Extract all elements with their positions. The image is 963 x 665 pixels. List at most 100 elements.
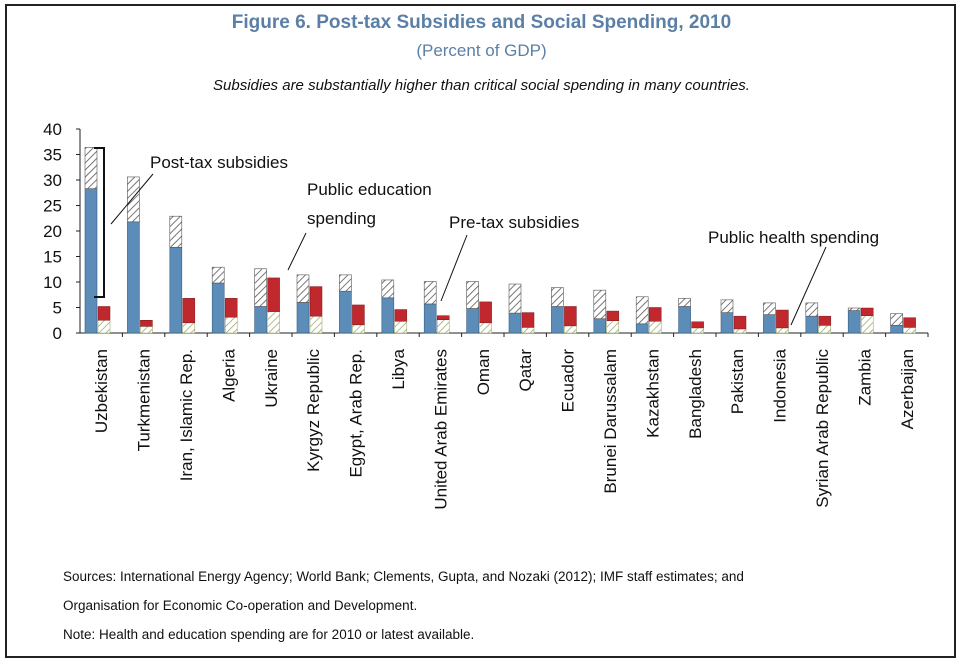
pre-tax-bar bbox=[763, 314, 776, 334]
chart-caption: Subsidies are substantially higher than … bbox=[213, 77, 750, 94]
education-spending-bar bbox=[309, 286, 323, 317]
health-spending-bar bbox=[140, 326, 153, 334]
education-spending-bar bbox=[140, 320, 153, 327]
education-spending-bar bbox=[818, 315, 832, 326]
y-tick-label: 10 bbox=[43, 273, 62, 292]
post-tax-hatch-segment bbox=[890, 313, 903, 326]
pre-tax-bar bbox=[169, 247, 183, 334]
pre-tax-annotation: Pre-tax subsidies bbox=[449, 213, 579, 232]
x-category-label: Bangladesh bbox=[686, 349, 705, 439]
pre-tax-bar bbox=[720, 312, 734, 334]
health-pointer bbox=[790, 246, 827, 326]
health-spending-bar bbox=[564, 325, 577, 334]
health-spending-bar bbox=[818, 325, 832, 334]
sources-note-line2: Organisation for Economic Co-operation a… bbox=[63, 598, 418, 613]
post-tax-hatch-segment bbox=[339, 274, 352, 292]
health-spending-bar bbox=[224, 316, 238, 334]
pre-tax-bar bbox=[254, 306, 267, 334]
post-tax-annotation: Post-tax subsidies bbox=[150, 153, 288, 172]
x-category-label: Qatar bbox=[516, 349, 535, 392]
education-spending-bar bbox=[521, 312, 535, 328]
education-pointer bbox=[287, 232, 307, 271]
education-spending-bar bbox=[97, 306, 111, 321]
health-spending-bar bbox=[267, 311, 280, 334]
post-tax-hatch-segment bbox=[593, 289, 607, 320]
health-spending-bar bbox=[394, 321, 408, 334]
post-tax-hatch-segment bbox=[551, 287, 564, 307]
pre-tax-bar bbox=[847, 310, 861, 334]
post-tax-hatch-segment bbox=[805, 302, 819, 317]
pre-tax-bar bbox=[593, 318, 607, 334]
pre-tax-bar bbox=[508, 312, 522, 334]
health-spending-bar bbox=[776, 327, 789, 334]
post-tax-bracket bbox=[94, 147, 105, 298]
post-tax-hatch-segment bbox=[635, 296, 649, 325]
pre-tax-bar bbox=[211, 282, 225, 334]
y-tick-label: 40 bbox=[43, 120, 62, 139]
x-category-label: Algeria bbox=[219, 348, 238, 401]
sources-note-line1: Sources: International Energy Agency; Wo… bbox=[63, 569, 744, 584]
x-category-label: Azerbaijan bbox=[898, 349, 917, 429]
pre-tax-bar bbox=[127, 221, 140, 334]
health-spending-bar bbox=[733, 328, 747, 334]
x-category-label: Egypt, Arab Rep. bbox=[347, 349, 366, 478]
post-tax-hatch-segment bbox=[381, 279, 395, 299]
post-tax-hatch-segment bbox=[763, 302, 776, 315]
x-category-label: Kazakhstan bbox=[643, 349, 662, 438]
notes-block: Sources: International Energy Agency; Wo… bbox=[63, 566, 744, 653]
post-tax-hatch-segment bbox=[678, 298, 691, 307]
post-tax-hatch-segment bbox=[847, 307, 861, 311]
health-spending-bar bbox=[860, 315, 874, 334]
x-category-label: Kyrgyz Republic bbox=[304, 349, 323, 472]
chart-subtitle: (Percent of GDP) bbox=[416, 41, 547, 60]
x-category-label: Libya bbox=[389, 348, 408, 389]
x-category-label: Iran, Islamic Rep. bbox=[177, 349, 196, 481]
education-spending-bar bbox=[691, 321, 704, 329]
education-spending-bar bbox=[903, 317, 916, 328]
y-tick-label: 15 bbox=[43, 248, 62, 267]
health-spending-bar bbox=[606, 320, 620, 334]
spending-note: Note: Health and education spending are … bbox=[63, 627, 475, 642]
health-spending-bar bbox=[903, 327, 916, 334]
health-spending-bar bbox=[352, 324, 365, 334]
pre-tax-bar bbox=[423, 303, 437, 334]
x-category-label: Uzbekistan bbox=[92, 349, 111, 433]
education-spending-bar bbox=[606, 310, 620, 322]
pre-tax-bar bbox=[381, 297, 395, 334]
education-spending-bar bbox=[182, 298, 196, 324]
x-category-label: Oman bbox=[474, 349, 493, 395]
post-tax-hatch-segment bbox=[466, 281, 479, 309]
post-tax-hatch-segment bbox=[508, 283, 522, 314]
y-tick-label: 30 bbox=[43, 171, 62, 190]
pre-tax-bar bbox=[890, 325, 903, 334]
education-spending-bar bbox=[436, 315, 450, 320]
post-tax-hatch-segment bbox=[211, 266, 225, 284]
pre-tax-bar bbox=[551, 306, 564, 334]
x-category-label: Brunei Darussalam bbox=[601, 349, 620, 494]
x-category-label: Indonesia bbox=[771, 348, 790, 422]
post-tax-hatch-segment bbox=[84, 147, 98, 189]
pre-tax-bar bbox=[635, 323, 649, 334]
pre-tax-bar bbox=[84, 188, 98, 334]
pre-tax-bar bbox=[805, 315, 819, 334]
education-spending-bar bbox=[564, 306, 577, 327]
education-spending-bar bbox=[733, 315, 747, 330]
health-spending-bar bbox=[521, 327, 535, 334]
post-tax-hatch-segment bbox=[254, 268, 267, 307]
education-spending-bar bbox=[394, 309, 408, 322]
y-tick-label: 35 bbox=[43, 146, 62, 165]
x-category-label: Turkmenistan bbox=[135, 349, 154, 451]
education-spending-bar bbox=[648, 307, 662, 322]
pre-tax-bar bbox=[678, 306, 691, 334]
post-tax-pointer bbox=[110, 173, 154, 225]
education-spending-bar bbox=[224, 298, 238, 318]
health-spending-bar bbox=[691, 327, 704, 334]
x-category-label: Pakistan bbox=[728, 349, 747, 414]
post-tax-hatch-segment bbox=[720, 299, 734, 313]
x-category-label: United Arab Emirates bbox=[431, 349, 450, 510]
health-annotation: Public health spending bbox=[708, 228, 879, 247]
pre-tax-pointer bbox=[440, 234, 468, 302]
y-tick-label: 5 bbox=[53, 299, 62, 318]
education-spending-bar bbox=[860, 307, 874, 316]
x-category-label: Ukraine bbox=[262, 349, 281, 408]
